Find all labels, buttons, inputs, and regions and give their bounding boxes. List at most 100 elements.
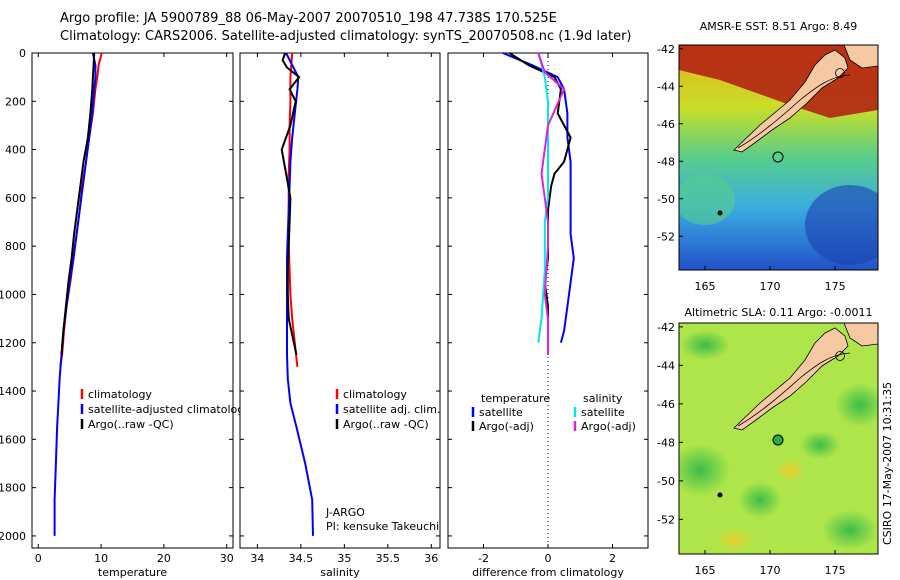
series-line-salinity-argo: [537, 52, 566, 355]
x-tick-label: 10: [94, 552, 108, 565]
y-tick-label: 2000: [0, 530, 26, 543]
title-line-1: Argo profile: JA 5900789_88 06-May-2007 …: [60, 11, 557, 26]
map-x-tick-label: 165: [695, 280, 716, 293]
x-tick-label: 34: [250, 552, 264, 565]
map-x-tick-label: 165: [695, 564, 716, 577]
map-title: Altimetric SLA: 0.11 Argo: -0.0011: [685, 306, 873, 319]
legend-entry: Argo(..raw -QC): [88, 418, 174, 431]
map-title: AMSR-E SST: 8.51 Argo: 8.49: [700, 20, 858, 33]
map-y-tick-label: -48: [657, 436, 675, 449]
sst-land-south-island: [733, 49, 849, 153]
x-tick-label: -2: [478, 552, 489, 565]
series-line-satellite: [285, 52, 314, 536]
pi-annotation: PI: kensuke Takeuchi: [326, 520, 439, 533]
map-x-tick-label: 170: [760, 280, 781, 293]
sst-argo-marker: [772, 151, 784, 163]
sla-map-frame: [678, 322, 879, 555]
map-y-tick-label: -48: [657, 155, 675, 168]
x-tick-label: 0: [35, 552, 42, 565]
map-y-tick-label: -44: [657, 359, 675, 372]
sla-blob: [800, 431, 840, 459]
map-y-tick-label: -46: [657, 118, 675, 131]
sst-isobath: [737, 74, 851, 149]
y-tick-label: 200: [5, 95, 26, 108]
x-axis-label: difference from climatology: [472, 566, 624, 579]
map-y-tick-label: -44: [657, 80, 675, 93]
x-axis-label: salinity: [320, 566, 360, 579]
title-line-2: Climatology: CARS2006. Satellite-adjuste…: [60, 29, 632, 44]
plot-frame: [31, 52, 234, 549]
y-tick-label: 800: [5, 240, 26, 253]
series-line-temperature-satellite: [502, 52, 575, 344]
legend-entry: satellite adj. clim.: [343, 403, 440, 416]
series-line-salinity-satellite: [537, 52, 549, 343]
y-tick-label: 1000: [0, 288, 26, 301]
x-tick-label: 2: [609, 552, 616, 565]
sla-blob: [680, 330, 730, 360]
legend-entry: Argo(..raw -QC): [343, 418, 429, 431]
x-axis-label: temperature: [98, 566, 167, 579]
map-y-tick-label: -52: [657, 230, 675, 243]
legend-entry: climatology: [88, 388, 152, 401]
y-tick-label: 1200: [0, 337, 26, 350]
map-y-tick-label: -52: [657, 513, 675, 526]
x-tick-label: 36: [424, 552, 438, 565]
legend-entry: salinity: [583, 392, 623, 405]
y-tick-label: 600: [5, 192, 26, 205]
y-tick-label: 400: [5, 144, 26, 157]
y-tick-label: 1400: [0, 385, 26, 398]
y-tick-label: 1800: [0, 482, 26, 495]
legend-entry: Argo(-adj): [479, 420, 534, 433]
series-line-argo: [60, 52, 96, 355]
x-tick-label: 35.5: [376, 552, 401, 565]
x-tick-label: 0: [545, 552, 552, 565]
sla-blob: [717, 528, 753, 552]
legend-entry: satellite-adjusted climatology: [88, 403, 251, 416]
sla-island-ring: [835, 351, 845, 361]
series-line-argo: [280, 52, 301, 356]
x-tick-label: 30: [220, 552, 234, 565]
sla-blob: [822, 510, 878, 550]
map-y-tick-label: -42: [657, 43, 675, 56]
legend-entry: satellite: [581, 406, 625, 419]
x-tick-label: 35: [337, 552, 351, 565]
plot-frame: [239, 52, 441, 549]
sla-blob: [774, 458, 806, 482]
x-tick-label: 34.5: [289, 552, 314, 565]
sst-island-dot: [717, 210, 723, 216]
sla-land-north-island: [843, 323, 878, 347]
legend-entry: satellite: [479, 406, 523, 419]
sst-map: [678, 44, 879, 271]
sla-land-south-island: [733, 327, 849, 431]
sla-argo-marker: [772, 434, 784, 446]
pi-annotation: J-ARGO: [325, 506, 365, 519]
y-tick-label: 0: [19, 47, 26, 60]
map-x-tick-label: 175: [825, 280, 846, 293]
temperature-panel: 0 10 20 30 temperature 0 200 400 600 800 1000 1200 1…: [0, 47, 251, 579]
map-y-tick-label: -50: [657, 193, 675, 206]
legend-entry: temperature: [481, 392, 550, 405]
sst-land-north-island: [843, 45, 878, 69]
legend-entry: climatology: [343, 388, 407, 401]
y-tick-label: 1600: [0, 433, 26, 446]
sla-blob: [679, 444, 730, 496]
map-y-tick-label: -46: [657, 398, 675, 411]
sla-blob: [738, 482, 782, 518]
sst-island-ring: [835, 68, 845, 78]
map-x-tick-label: 170: [760, 564, 781, 577]
map-y-tick-label: -42: [657, 321, 675, 334]
salinity-panel: 34 34.5 35 35.5 36 salinity climatology satelli…: [239, 52, 441, 579]
side-stamp: CSIRO 17-May-2007 10:31:35: [881, 382, 894, 545]
sla-isobath: [737, 352, 851, 427]
sla-map: [678, 322, 879, 555]
x-tick-label: 20: [157, 552, 171, 565]
sla-island-dot: [717, 492, 723, 498]
sst-cold-region: [805, 185, 878, 265]
map-x-tick-label: 175: [825, 564, 846, 577]
sst-cool-patch: [679, 175, 735, 225]
map-y-tick-label: -50: [657, 475, 675, 488]
sst-map-frame: [678, 44, 879, 271]
sla-blob: [835, 383, 878, 427]
